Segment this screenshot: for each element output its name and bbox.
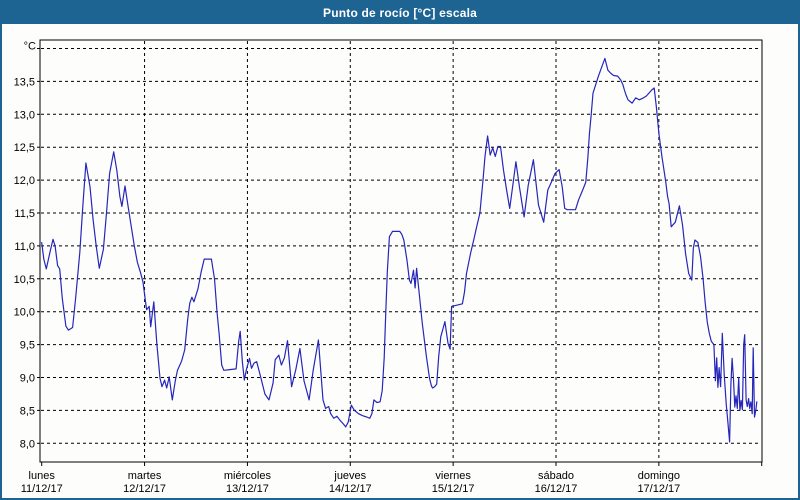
title-bar: Punto de rocío [°C] escala bbox=[2, 2, 798, 24]
x-day-name-label: viernes bbox=[435, 470, 471, 482]
y-tick-label: 10,0 bbox=[14, 307, 35, 319]
x-day-name-label: jueves bbox=[333, 470, 366, 482]
y-axis-unit-label: °C bbox=[24, 41, 36, 53]
x-day-date-label: 12/12/17 bbox=[123, 483, 166, 495]
chart-title: Punto de rocío [°C] escala bbox=[322, 6, 478, 20]
y-tick-label: 10,5 bbox=[14, 274, 35, 286]
y-tick-label: 11,5 bbox=[14, 208, 35, 220]
y-tick-label: 12,5 bbox=[14, 142, 35, 154]
y-tick-label: 13,0 bbox=[14, 109, 35, 121]
x-day-name-label: domingo bbox=[638, 470, 680, 482]
y-tick-label: 12,0 bbox=[14, 175, 35, 187]
x-day-date-label: 17/12/17 bbox=[637, 483, 680, 495]
y-tick-label: 9,0 bbox=[20, 373, 35, 385]
x-day-date-label: 15/12/17 bbox=[432, 483, 475, 495]
y-tick-label: 13,5 bbox=[14, 76, 35, 88]
x-day-name-label: sábado bbox=[538, 470, 574, 482]
x-day-date-label: 11/12/17 bbox=[21, 483, 63, 495]
series-line-punto-de-rocio bbox=[41, 57, 758, 443]
plot-area bbox=[39, 39, 763, 463]
x-day-name-label: martes bbox=[128, 470, 162, 482]
x-day-date-label: 13/12/17 bbox=[226, 483, 269, 495]
y-tick-label: 11,0 bbox=[14, 241, 35, 253]
x-day-name-label: lunes bbox=[29, 470, 56, 482]
x-day-date-label: 16/12/17 bbox=[535, 483, 578, 495]
x-day-date-label: 14/12/17 bbox=[329, 483, 372, 495]
x-day-name-label: miércoles bbox=[224, 470, 272, 482]
y-tick-label: 8,0 bbox=[20, 438, 35, 450]
y-tick-label: 9,5 bbox=[20, 340, 35, 352]
y-tick-label: 8,5 bbox=[20, 405, 35, 417]
